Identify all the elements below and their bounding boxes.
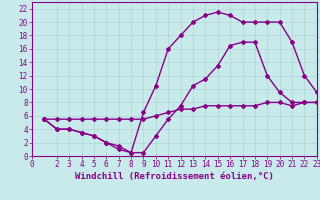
X-axis label: Windchill (Refroidissement éolien,°C): Windchill (Refroidissement éolien,°C) — [75, 172, 274, 181]
